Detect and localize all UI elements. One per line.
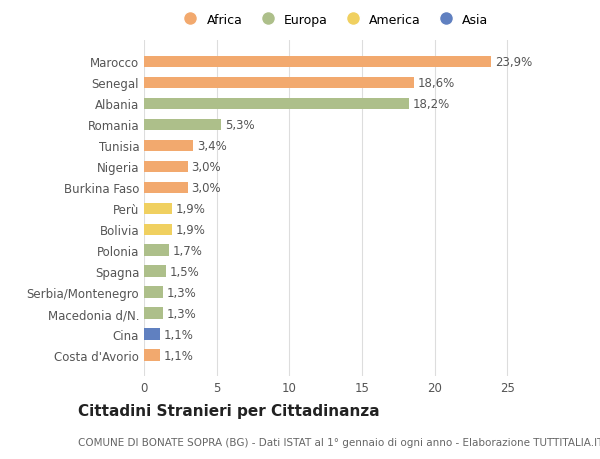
Text: 3,0%: 3,0% [191, 181, 221, 195]
Text: 1,1%: 1,1% [164, 328, 194, 341]
Text: 18,6%: 18,6% [418, 77, 455, 90]
Bar [144, 182, 188, 194]
Text: 5,3%: 5,3% [224, 118, 254, 132]
Bar [144, 350, 160, 361]
Bar [144, 98, 409, 110]
Text: Cittadini Stranieri per Cittadinanza: Cittadini Stranieri per Cittadinanza [78, 403, 380, 419]
Text: 1,9%: 1,9% [175, 223, 205, 236]
Bar [144, 161, 188, 173]
Legend: Africa, Europa, America, Asia: Africa, Europa, America, Asia [173, 9, 493, 32]
Text: 1,7%: 1,7% [172, 244, 202, 257]
Text: 23,9%: 23,9% [495, 56, 532, 69]
Text: COMUNE DI BONATE SOPRA (BG) - Dati ISTAT al 1° gennaio di ogni anno - Elaborazio: COMUNE DI BONATE SOPRA (BG) - Dati ISTAT… [78, 437, 600, 447]
Text: 3,0%: 3,0% [191, 161, 221, 174]
Text: 1,5%: 1,5% [169, 265, 199, 278]
Bar [144, 224, 172, 235]
Bar [144, 203, 172, 215]
Bar [144, 287, 163, 298]
Bar [144, 78, 415, 89]
Bar [144, 266, 166, 277]
Text: 3,4%: 3,4% [197, 140, 227, 152]
Text: 1,3%: 1,3% [167, 286, 196, 299]
Text: 18,2%: 18,2% [412, 98, 449, 111]
Bar [144, 245, 169, 257]
Bar [144, 56, 491, 68]
Bar [144, 140, 193, 152]
Bar [144, 119, 221, 131]
Text: 1,1%: 1,1% [164, 349, 194, 362]
Bar [144, 308, 163, 319]
Text: 1,3%: 1,3% [167, 307, 196, 320]
Bar [144, 329, 160, 340]
Text: 1,9%: 1,9% [175, 202, 205, 215]
